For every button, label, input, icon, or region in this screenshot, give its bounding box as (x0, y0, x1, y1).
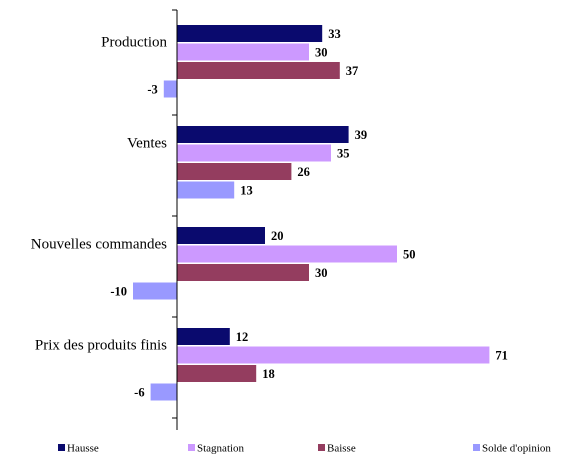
bar-solde-d-opinion-3 (133, 282, 177, 300)
bar-baisse-3 (177, 264, 309, 281)
legend-label-solde-d-opinion: Solde d'opinion (482, 443, 551, 455)
value-label-baisse-3: 30 (315, 266, 328, 280)
legend-swatch-baisse (318, 444, 325, 451)
value-label-hausse-1: 33 (328, 27, 341, 41)
legend-label-baisse: Baisse (327, 443, 356, 455)
bar-baisse-1 (177, 62, 340, 79)
bar-hausse-2 (177, 126, 349, 143)
bar-stagnation-3 (177, 245, 397, 263)
category-label-2: Ventes (127, 135, 167, 151)
bar-solde-d-opinion-4 (150, 383, 177, 401)
value-label-stagnation-3: 50 (403, 248, 416, 262)
value-label-solde-d-opinion-4: -6 (134, 386, 144, 400)
legend-swatch-stagnation (188, 444, 195, 451)
value-label-stagnation-2: 35 (337, 147, 350, 161)
bar-hausse-1 (177, 25, 323, 42)
value-label-hausse-3: 20 (271, 229, 284, 243)
bar-solde-d-opinion-2 (177, 181, 235, 199)
legend: Hausse Stagnation Baisse Solde d'opinion (58, 443, 551, 455)
legend-swatch-hausse (58, 444, 65, 451)
legend-label-hausse: Hausse (67, 443, 99, 455)
value-label-stagnation-4: 71 (495, 349, 508, 363)
bar-solde-d-opinion-1 (163, 80, 177, 98)
category-label-1: Production (101, 34, 167, 50)
bar-stagnation-1 (177, 43, 309, 61)
axis-layer (172, 9, 178, 430)
bar-baisse-4 (177, 365, 257, 382)
value-label-solde-d-opinion-1: -3 (147, 83, 157, 97)
bar-hausse-3 (177, 227, 265, 244)
value-label-baisse-2: 26 (297, 165, 310, 179)
value-label-solde-d-opinion-2: 13 (240, 184, 253, 198)
category-label-4: Prix des produits finis (35, 337, 167, 353)
value-label-solde-d-opinion-3: -10 (110, 285, 127, 299)
value-label-hausse-4: 12 (236, 330, 249, 344)
bar-stagnation-4 (177, 346, 490, 364)
bar-stagnation-2 (177, 144, 331, 162)
legend-label-stagnation: Stagnation (197, 443, 245, 455)
value-label-stagnation-1: 30 (315, 46, 328, 60)
value-label-hausse-2: 39 (355, 128, 368, 142)
category-label-3: Nouvelles commandes (31, 236, 167, 252)
bar-baisse-2 (177, 163, 292, 180)
legend-swatch-solde-d-opinion (473, 444, 480, 451)
value-label-baisse-4: 18 (262, 367, 275, 381)
category-labels: Production Ventes Nouvelles commandes Prix … (31, 34, 168, 353)
value-label-baisse-1: 37 (346, 64, 359, 78)
bar-hausse-4 (177, 328, 230, 345)
